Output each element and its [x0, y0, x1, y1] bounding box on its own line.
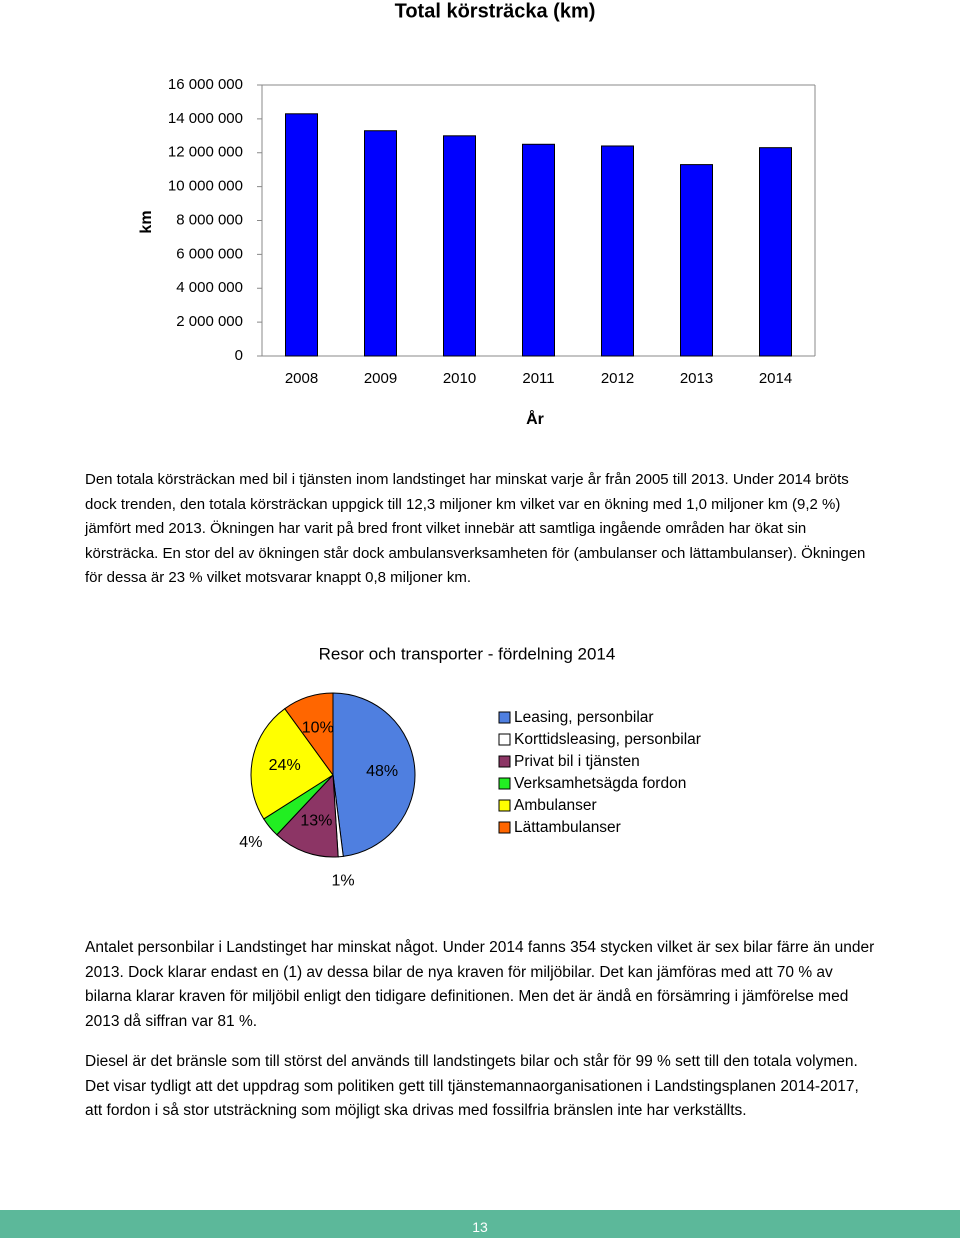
data-label: 24%	[269, 757, 301, 774]
legend-swatch	[498, 821, 511, 834]
bar	[601, 145, 634, 357]
legend-swatch	[498, 733, 511, 746]
y-tick-label: 4 000 000	[176, 279, 243, 296]
pie-slice	[332, 692, 416, 857]
y-tick-label: 0	[235, 347, 243, 364]
chart-title: Total körsträcka (km)	[395, 0, 596, 22]
x-tick-label: 2010	[443, 370, 476, 387]
x-tick-label: 2009	[364, 370, 397, 387]
y-tick-label: 6 000 000	[176, 245, 243, 262]
y-axis-label: km	[138, 210, 155, 233]
data-label: 4%	[239, 834, 262, 851]
x-tick-label: 2014	[759, 370, 792, 387]
bar	[285, 113, 318, 357]
paragraph: Den totala körsträckan med bil i tjänste…	[85, 471, 866, 587]
y-tick-label: 2 000 000	[176, 313, 243, 330]
y-tick-label: 8 000 000	[176, 211, 243, 228]
legend-label: Lättambulanser	[514, 819, 621, 836]
pie-title: Resor och transporter - fördelning 2014	[319, 644, 616, 663]
legend-label: Verksamhetsägda fordon	[514, 775, 686, 792]
x-tick-label: 2013	[680, 370, 713, 387]
pie-slice	[276, 773, 339, 858]
legend-label: Ambulanser	[514, 797, 597, 814]
y-tick-label: 10 000 000	[168, 178, 243, 195]
data-label: 48%	[366, 763, 398, 780]
bar	[364, 130, 397, 357]
x-tick-label: 2008	[285, 370, 318, 387]
legend-swatch	[498, 755, 511, 768]
footer: 13	[0, 1210, 960, 1238]
x-tick-label: 2011	[522, 370, 554, 387]
y-tick-label: 14 000 000	[168, 110, 243, 127]
data-label: 1%	[331, 872, 354, 889]
data-label: 13%	[300, 813, 332, 830]
pie-slice	[284, 692, 334, 777]
y-tick-label: 16 000 000	[168, 76, 243, 93]
legend-label: Privat bil i tjänsten	[514, 753, 640, 770]
y-tick-label: 12 000 000	[168, 144, 243, 161]
paragraph: Antalet personbilar i Landstinget har mi…	[85, 939, 875, 1030]
data-label: 10%	[302, 719, 334, 736]
pie-slice	[250, 707, 334, 820]
bar	[443, 135, 476, 357]
bar	[522, 143, 555, 357]
page-number: 13	[472, 1219, 488, 1235]
x-axis-label: År	[526, 409, 544, 428]
legend-label: Leasing, personbilar	[514, 709, 654, 726]
legend-swatch	[498, 711, 511, 724]
legend-label: Korttidsleasing, personbilar	[514, 731, 701, 748]
legend-swatch	[498, 777, 511, 790]
legend-swatch	[498, 799, 511, 812]
paragraph: Diesel är det bränsle som till störst de…	[85, 1053, 859, 1120]
bar	[680, 164, 713, 357]
bar	[759, 147, 792, 357]
x-tick-label: 2012	[601, 370, 634, 387]
